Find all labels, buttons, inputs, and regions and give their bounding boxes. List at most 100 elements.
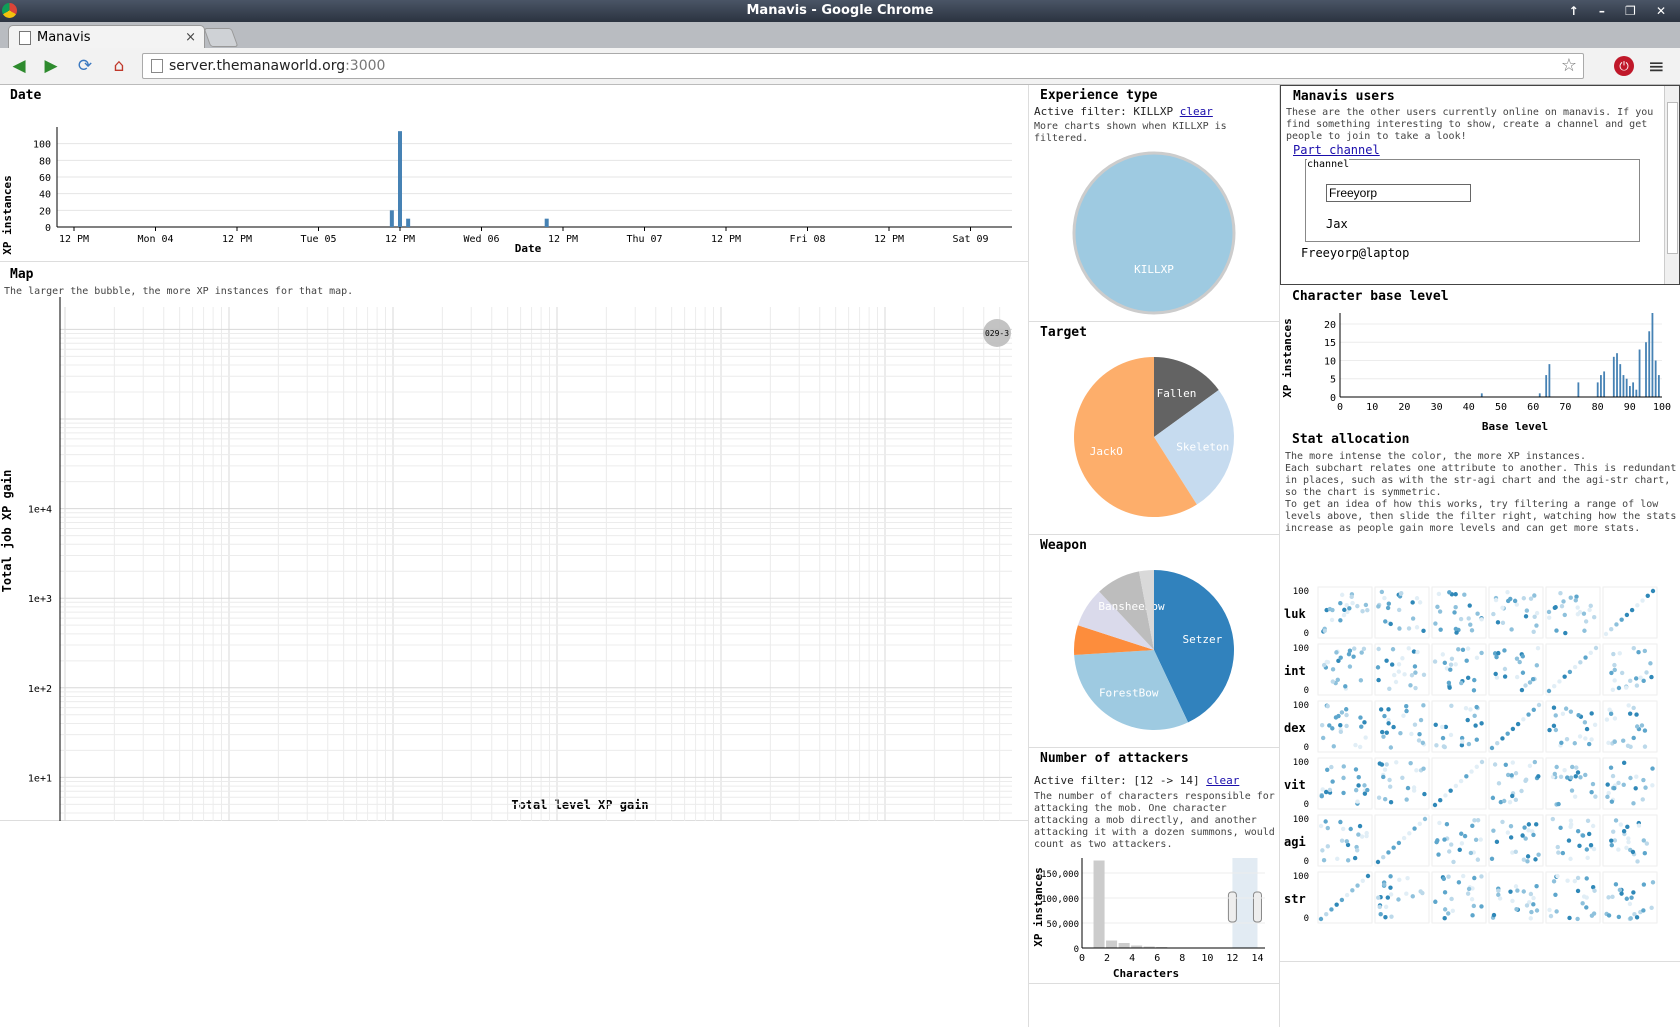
stat-point: [1551, 705, 1557, 710]
stat-point: [1617, 887, 1623, 893]
tab-manavis[interactable]: Manavis ×: [8, 25, 205, 49]
stat-ytick: 100: [1293, 701, 1309, 711]
channel-input[interactable]: [1326, 184, 1471, 202]
stat-point: [1358, 715, 1363, 720]
map-chart[interactable]: Total job XP gain Total level XP gain 1e…: [0, 261, 1028, 821]
stat-point: [1636, 650, 1641, 655]
experience-type-pie[interactable]: KILLXP: [1029, 143, 1279, 323]
weapon-slice[interactable]: [1099, 571, 1154, 650]
weapon-pie[interactable]: Setzer ForestBow BansheeBow: [1029, 560, 1279, 740]
stat-point: [1634, 683, 1640, 688]
stat-point: [1469, 628, 1475, 633]
stat-point: [1522, 825, 1527, 830]
stat-point: [1449, 842, 1454, 847]
stat-point: [1469, 897, 1475, 902]
users-scrollbar[interactable]: [1664, 86, 1679, 284]
stat-point: [1466, 886, 1472, 892]
stat-allocation-matrix[interactable]: luk 100 0 int 100 0 dex 100 0 vit 100 0 agi 100 0 str 10…: [1280, 585, 1680, 925]
stat-point: [1490, 795, 1496, 801]
stat-point: [1456, 647, 1461, 652]
bookmark-star-icon[interactable]: ☆: [1560, 55, 1577, 76]
stat-point: [1642, 744, 1648, 749]
part-channel-link[interactable]: Part channel: [1293, 143, 1380, 157]
stat-point: [1583, 619, 1589, 624]
map-ytick: 1e+4: [28, 505, 52, 516]
weapon-slice[interactable]: [1139, 570, 1154, 650]
stat-point: [1436, 591, 1442, 597]
weapon-slice[interactable]: [1077, 591, 1154, 650]
stat-point: [1386, 601, 1392, 606]
stat-point: [1396, 669, 1402, 674]
stat-point: [1405, 875, 1410, 881]
stat-point: [1472, 875, 1477, 881]
stat-point: [1387, 784, 1393, 789]
stat-point: [1521, 889, 1526, 894]
weapon-slice[interactable]: [1074, 650, 1189, 730]
stat-point: [1452, 610, 1457, 615]
stat-point: [1572, 794, 1578, 799]
address-bar[interactable]: server.themanaworld.org:3000 ☆: [142, 53, 1584, 79]
stat-point: [1319, 723, 1325, 728]
attackers-brush-handle-left[interactable]: [1227, 891, 1237, 923]
stat-point: [1650, 588, 1656, 594]
window-controls[interactable]: ↑ – ❐ ✕: [1568, 4, 1674, 18]
stat-point: [1524, 903, 1530, 908]
stat-point: [1363, 602, 1369, 608]
stat-point: [1382, 797, 1388, 802]
stat-point: [1442, 744, 1447, 750]
reload-icon[interactable]: ⟳: [77, 56, 93, 76]
stat-point: [1491, 912, 1497, 918]
new-tab-button[interactable]: [203, 28, 239, 47]
target-slice[interactable]: [1154, 389, 1234, 505]
tab-close-icon[interactable]: ×: [185, 30, 196, 45]
stat-point: [1561, 599, 1566, 604]
stat-point: [1433, 722, 1438, 727]
stat-point: [1465, 891, 1471, 896]
stat-point: [1343, 707, 1349, 712]
window-titlebar: Manavis - Google Chrome ↑ – ❐ ✕: [0, 0, 1680, 22]
forward-arrow-icon[interactable]: ▶: [44, 56, 58, 76]
stat-point: [1479, 874, 1484, 879]
stat-point: [1612, 739, 1617, 744]
extension-icon[interactable]: ⏻: [1614, 56, 1634, 76]
stat-point: [1391, 845, 1396, 850]
stat-point: [1634, 915, 1640, 920]
stat-point: [1532, 614, 1537, 619]
stat-point: [1568, 822, 1574, 827]
stat-point: [1553, 727, 1559, 733]
attackers-clear-link[interactable]: clear: [1206, 774, 1240, 787]
target-slice[interactable]: [1074, 357, 1197, 517]
stat-subchart: [1488, 757, 1544, 810]
stat-point: [1376, 795, 1382, 800]
stat-point: [1398, 731, 1403, 736]
stat-point: [1387, 777, 1392, 783]
date-ytick: 100: [33, 140, 51, 151]
stat-point: [1633, 786, 1638, 791]
base-level-chart[interactable]: XP instances Base level 0 5 10 15 20 0 10 20 30 4…: [1280, 303, 1680, 433]
target-slice[interactable]: [1154, 357, 1219, 437]
stat-point: [1392, 672, 1397, 678]
attackers-chart[interactable]: XP instances Characters 0 50,000 100,000 15…: [1029, 852, 1279, 982]
stat-point: [1479, 650, 1484, 656]
attackers-brush-handle-right[interactable]: [1252, 891, 1262, 923]
target-pie[interactable]: Fallen Skeleton JackO: [1029, 347, 1279, 527]
stat-point: [1339, 897, 1345, 903]
menu-icon[interactable]: ≡: [1648, 54, 1665, 78]
stat-point: [1558, 774, 1564, 779]
scrollbar-thumb[interactable]: [1667, 102, 1678, 254]
back-arrow-icon[interactable]: ◀: [12, 56, 26, 76]
weapon-slice[interactable]: [1074, 625, 1154, 656]
stat-point: [1413, 670, 1418, 675]
weapon-slice[interactable]: [1154, 570, 1234, 723]
stat-subchart: [1488, 814, 1544, 867]
exp-slice[interactable]: [1072, 151, 1236, 315]
exp-clear-link[interactable]: clear: [1179, 105, 1213, 118]
stat-point: [1642, 728, 1648, 733]
stat-point: [1437, 609, 1443, 614]
date-chart[interactable]: XP instances Date 0 20 40 60 80 100 12 PM Mon 0…: [0, 85, 1028, 261]
home-icon[interactable]: ⌂: [113, 56, 125, 76]
stat-point: [1383, 904, 1389, 910]
stat-point: [1379, 762, 1385, 767]
stat-point: [1397, 877, 1402, 883]
stat-point: [1389, 914, 1394, 919]
